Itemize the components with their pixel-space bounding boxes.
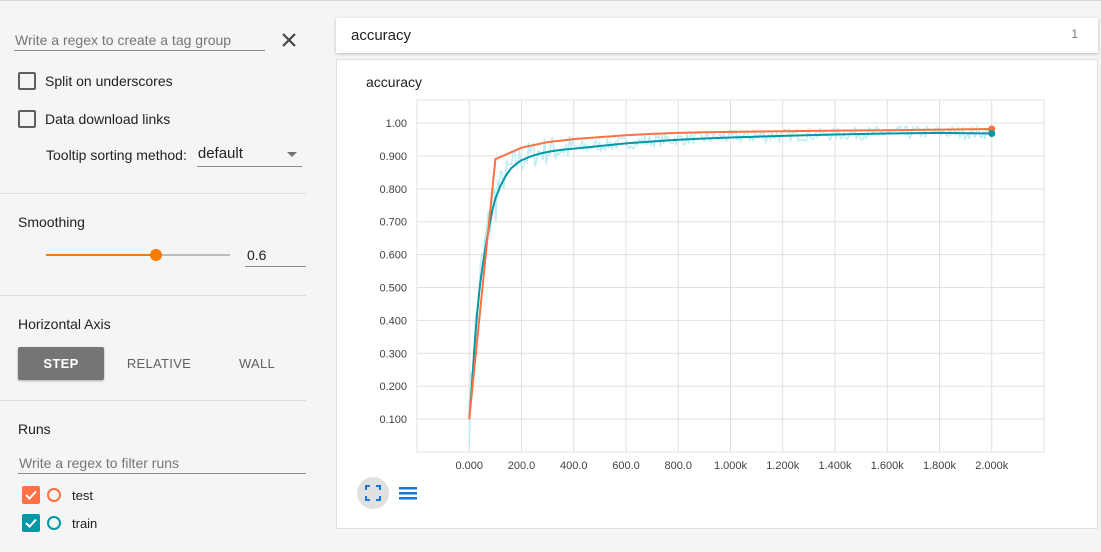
tag-group-title: accuracy [351, 27, 412, 44]
runs-title: Runs [18, 421, 51, 437]
y-tick-label: 0.200 [379, 381, 407, 393]
x-tick-label: 1.800k [923, 460, 957, 472]
x-tick-label: 0.000 [455, 460, 483, 472]
run-train-checkbox[interactable] [22, 514, 40, 532]
run-test-color-icon[interactable] [47, 488, 61, 502]
section-divider [0, 400, 306, 401]
horizontal-axis-title: Horizontal Axis [18, 316, 111, 332]
close-icon[interactable] [278, 29, 300, 51]
chart-title: accuracy [366, 74, 423, 90]
run-test-checkbox[interactable] [22, 486, 40, 504]
smoothing-slider[interactable] [46, 249, 230, 261]
fullscreen-icon [365, 485, 381, 501]
x-tick-label: 600.0 [612, 460, 640, 472]
run-item-train[interactable]: train [22, 514, 97, 532]
dropdown-caret-icon [286, 152, 297, 157]
tag-group-count: 1 [1071, 27, 1078, 41]
y-tick-label: 0.800 [379, 184, 407, 196]
accuracy-chart[interactable]: 0.000 200.0 400.0 600.0 800.0 1.000k 1.200k 1.4… [337, 60, 1097, 528]
smoothing-slider-knob[interactable] [150, 249, 163, 261]
tooltip-sorting-row: Tooltip sorting method: default [46, 143, 302, 167]
list-icon [399, 487, 417, 500]
y-tick-label: 1.00 [386, 118, 407, 130]
tag-group-regex-input[interactable] [14, 29, 265, 51]
smoothing-value-input[interactable]: 0.6 [245, 244, 306, 267]
tooltip-sorting-dropdown[interactable]: default [196, 143, 302, 167]
axis-step-button[interactable]: STEP [18, 347, 104, 380]
tooltip-sorting-label: Tooltip sorting method: [46, 147, 187, 163]
run-train-label: train [72, 515, 98, 531]
x-tick-label: 800.0 [664, 460, 692, 472]
run-test-label: test [72, 487, 93, 503]
split-underscores-checkbox[interactable] [18, 72, 36, 90]
run-item-test[interactable]: test [22, 486, 93, 504]
x-tick-label: 1.200k [766, 460, 800, 472]
checkmark-icon [25, 518, 37, 528]
tag-group-header[interactable]: accuracy 1 [336, 18, 1098, 53]
y-tick-label: 0.700 [379, 217, 407, 229]
y-tick-label: 0.900 [379, 151, 407, 163]
axis-wall-button[interactable]: WALL [238, 356, 276, 371]
data-download-option[interactable]: Data download links [18, 109, 170, 129]
x-tick-label: 1.600k [871, 460, 905, 472]
tooltip-sorting-value: default [197, 145, 243, 162]
main-top-border [320, 0, 1101, 1]
data-download-checkbox[interactable] [18, 110, 36, 128]
x-tick-label: 200.0 [508, 460, 536, 472]
toggle-data-table-button[interactable] [397, 483, 419, 505]
smoothing-slider-fill [46, 254, 157, 256]
section-divider [0, 193, 306, 194]
smoothing-title: Smoothing [18, 214, 85, 230]
sidebar: Split on underscores Data download links… [0, 0, 320, 552]
train-end-point [988, 130, 996, 138]
runs-filter-input[interactable] [18, 452, 306, 474]
test-series-line [468, 127, 992, 420]
section-divider [0, 295, 306, 296]
checkmark-icon [25, 490, 37, 500]
y-tick-label: 0.500 [379, 283, 407, 295]
split-underscores-option[interactable]: Split on underscores [18, 71, 173, 91]
split-underscores-label: Split on underscores [45, 73, 173, 89]
x-tick-label: 2.000k [975, 460, 1009, 472]
y-tick-label: 0.600 [379, 250, 407, 262]
fullscreen-button[interactable] [357, 477, 389, 509]
x-tick-label: 1.000k [714, 460, 748, 472]
x-tick-label: 1.400k [818, 460, 852, 472]
run-train-color-icon[interactable] [47, 516, 61, 530]
train-series-line [468, 131, 992, 420]
x-tick-label: 400.0 [560, 460, 588, 472]
y-tick-label: 0.100 [379, 414, 407, 426]
y-tick-label: 0.300 [379, 348, 407, 360]
axis-relative-button[interactable]: RELATIVE [126, 356, 192, 371]
y-tick-label: 0.400 [379, 315, 407, 327]
chart-card: 0.000 200.0 400.0 600.0 800.0 1.000k 1.200k 1.4… [336, 59, 1098, 529]
data-download-label: Data download links [45, 111, 171, 127]
